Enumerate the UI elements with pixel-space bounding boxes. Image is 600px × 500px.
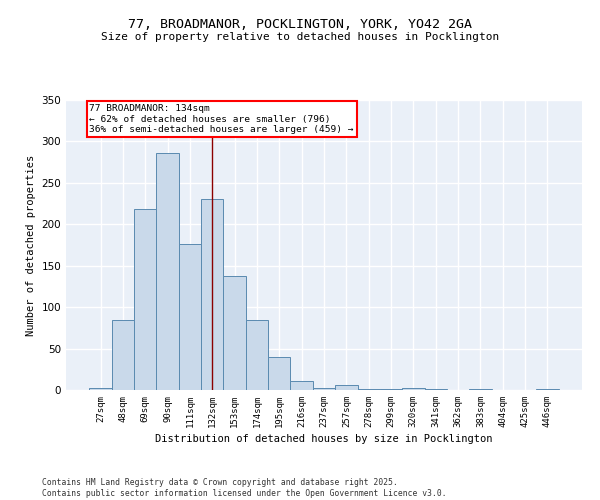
Bar bbox=[380, 389, 402, 390]
Text: Size of property relative to detached houses in Pocklington: Size of property relative to detached ho… bbox=[101, 32, 499, 42]
Bar bbox=[223, 276, 246, 390]
Bar bbox=[112, 320, 134, 390]
Y-axis label: Number of detached properties: Number of detached properties bbox=[26, 154, 36, 336]
Bar bbox=[402, 388, 425, 390]
Bar bbox=[201, 198, 223, 390]
Bar bbox=[335, 385, 358, 390]
Bar bbox=[134, 208, 157, 390]
Bar bbox=[536, 389, 559, 390]
X-axis label: Distribution of detached houses by size in Pocklington: Distribution of detached houses by size … bbox=[155, 434, 493, 444]
Text: Contains HM Land Registry data © Crown copyright and database right 2025.
Contai: Contains HM Land Registry data © Crown c… bbox=[42, 478, 446, 498]
Bar bbox=[469, 389, 491, 390]
Text: 77 BROADMANOR: 134sqm
← 62% of detached houses are smaller (796)
36% of semi-det: 77 BROADMANOR: 134sqm ← 62% of detached … bbox=[89, 104, 354, 134]
Bar bbox=[179, 244, 201, 390]
Bar bbox=[290, 381, 313, 390]
Bar bbox=[425, 389, 447, 390]
Bar bbox=[268, 357, 290, 390]
Bar bbox=[157, 153, 179, 390]
Bar bbox=[89, 388, 112, 390]
Bar bbox=[246, 320, 268, 390]
Bar bbox=[313, 388, 335, 390]
Bar bbox=[358, 389, 380, 390]
Text: 77, BROADMANOR, POCKLINGTON, YORK, YO42 2GA: 77, BROADMANOR, POCKLINGTON, YORK, YO42 … bbox=[128, 18, 472, 30]
